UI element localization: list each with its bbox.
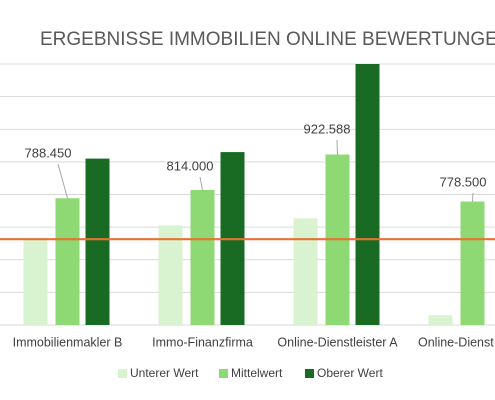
bar xyxy=(460,201,485,325)
bar xyxy=(293,218,318,325)
data-label: 922.588 xyxy=(304,121,351,136)
bar xyxy=(190,189,215,325)
bar xyxy=(23,238,48,325)
legend-swatch xyxy=(219,369,228,378)
x-tick-label: Immobilienmakler B xyxy=(13,335,123,349)
bar xyxy=(158,225,183,325)
leader-line xyxy=(472,192,474,202)
x-tick-label: Online-Dienstleister A xyxy=(277,335,398,349)
data-label: 788.450 xyxy=(25,145,72,160)
x-tick-label: Immo-Finanzfirma xyxy=(152,335,253,349)
legend-label: Mittelwert xyxy=(231,366,283,380)
legend-label: Unterer Wert xyxy=(130,366,199,380)
leader-line xyxy=(57,163,68,199)
bar xyxy=(85,158,110,325)
legend-swatch xyxy=(305,369,314,378)
leader-line xyxy=(336,139,338,155)
legend-swatch xyxy=(118,369,127,378)
bar xyxy=(428,315,453,325)
chart-title: ERGEBNISSE IMMOBILIEN ONLINE BEWERTUNGEN xyxy=(40,29,495,50)
legend-label: Oberer Wert xyxy=(317,366,383,380)
data-label: 778.500 xyxy=(440,174,487,189)
data-label: 814.000 xyxy=(167,158,214,173)
leader-line xyxy=(199,176,203,191)
bar xyxy=(355,64,380,325)
x-tick-label: Online-Dienst xyxy=(418,335,494,349)
bar xyxy=(55,198,80,325)
